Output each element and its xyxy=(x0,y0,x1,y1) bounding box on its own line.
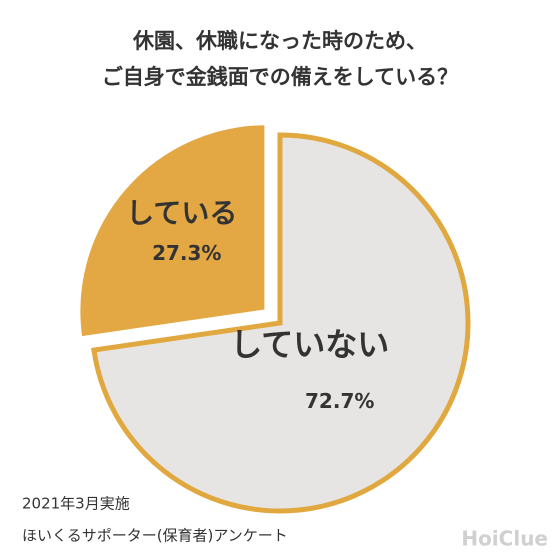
note: 2021年3月実施 xyxy=(22,495,130,513)
value-label: 72.7% xyxy=(305,389,374,413)
note: ほいくるサポーター(保育者)アンケート xyxy=(22,527,288,545)
pie-slice xyxy=(76,121,269,341)
chart-title: ご自身で金銭面での備えをしている？ xyxy=(102,65,458,89)
slice-label: している xyxy=(126,196,237,229)
slice-label: していない xyxy=(230,326,389,364)
logo: HoiClue xyxy=(461,527,548,551)
pie-slice xyxy=(91,132,471,514)
value-label: 27.3% xyxy=(152,241,221,265)
chart-title: 休園、休職になった時のため、 xyxy=(132,29,427,53)
